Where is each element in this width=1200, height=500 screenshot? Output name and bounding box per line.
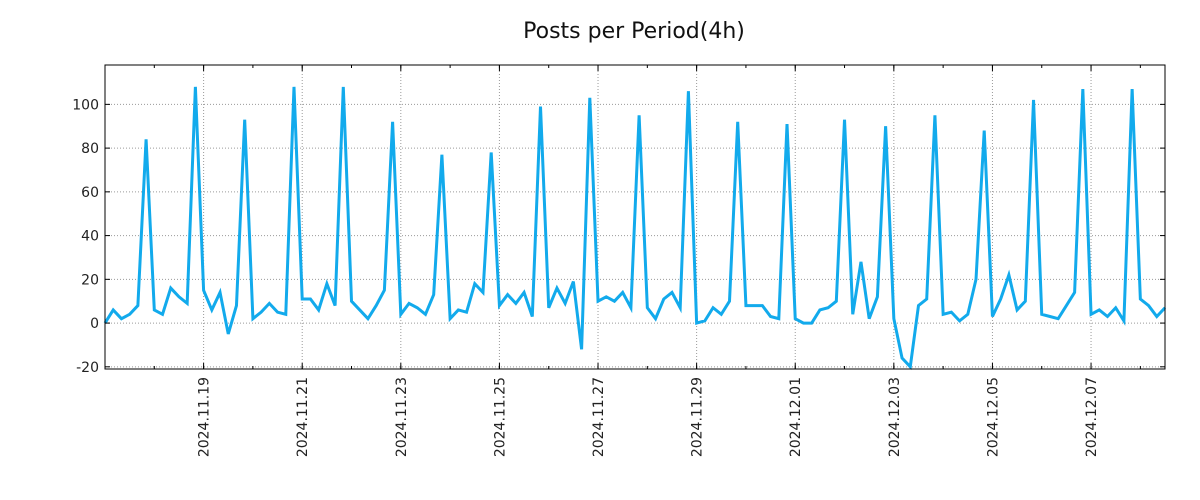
x-tick-label: 2024.12.01 [788,377,804,457]
y-tick-label: 60 [81,185,99,201]
y-tick-label: 100 [72,97,99,113]
x-tick-label: 2024.11.29 [690,377,706,457]
x-tick-label: 2024.11.25 [492,377,508,457]
x-tick-label: 2024.11.21 [295,377,311,457]
label-layer: -20 0 20 40 60 80 100 2024.11.19 2024.11.21 2024.… [72,97,1100,457]
y-tick-label: 20 [81,272,99,288]
chart-title: Posts per Period(4h) [523,19,745,44]
x-tick-label: 2024.12.05 [985,377,1001,457]
plot-area-frame [104,64,1166,370]
x-tick-label: 2024.11.27 [591,377,607,457]
y-tick-label: -20 [76,360,99,376]
x-tick-label: 2024.12.03 [887,377,903,457]
y-tick-label: 0 [90,316,99,332]
tick-layer [104,65,1165,369]
x-tick-label: 2024.11.19 [197,377,213,457]
x-tick-label: 2024.12.07 [1084,377,1100,457]
y-tick-label: 80 [81,141,99,157]
y-tick-label: 40 [81,229,99,245]
x-tick-label: 2024.11.23 [394,377,410,457]
series-line [103,86,1167,371]
series-layer [103,86,1167,371]
